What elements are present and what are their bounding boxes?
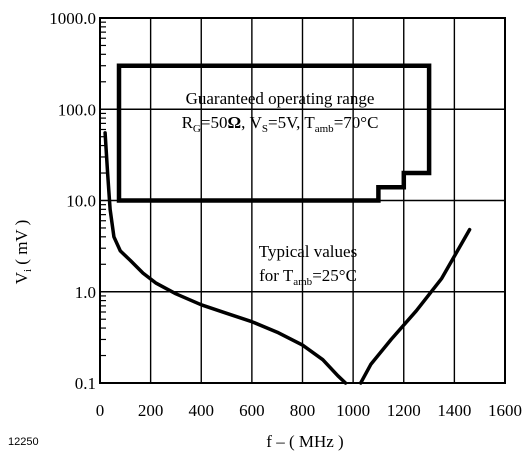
y-tick-label: 1.0 [75, 283, 96, 302]
region-label-line1: Guaranteed operating range [186, 89, 375, 108]
x-tick-label: 800 [290, 401, 316, 420]
x-tick-label: 200 [138, 401, 164, 420]
tick-labels: 0 200 400 600 800 1000 1200 1400 1600 0.1 1.0 10.0 1… [49, 9, 522, 420]
x-tick-label: 0 [96, 401, 105, 420]
x-tick-label: 600 [239, 401, 265, 420]
plot-area [103, 63, 472, 385]
x-tick-label: 1200 [387, 401, 421, 420]
typical-curve [358, 227, 472, 385]
figure-code: 12250 [8, 436, 39, 448]
y-tick-label: 1000.0 [49, 9, 96, 28]
typical-curve [103, 131, 348, 385]
y-axis-label: Vi ( mV ) [12, 220, 34, 285]
y-tick-label: 0.1 [75, 374, 96, 393]
plot-frame [99, 17, 506, 384]
operating-range-outline [116, 63, 432, 203]
region-label-line2: RG=50Ω, VS=5V, Tamb=70°C [182, 113, 379, 135]
x-tick-label: 1600 [488, 401, 522, 420]
x-tick-label: 400 [189, 401, 215, 420]
x-axis-label: f – ( MHz ) [266, 432, 343, 451]
y-tick-label: 100.0 [58, 100, 96, 119]
typical-label-line1: Typical values [259, 242, 357, 261]
x-tick-label: 1000 [336, 401, 370, 420]
y-tick-label: 10.0 [66, 192, 96, 211]
typical-label-line2: for Tamb=25°C [259, 266, 357, 288]
x-tick-label: 1400 [437, 401, 471, 420]
